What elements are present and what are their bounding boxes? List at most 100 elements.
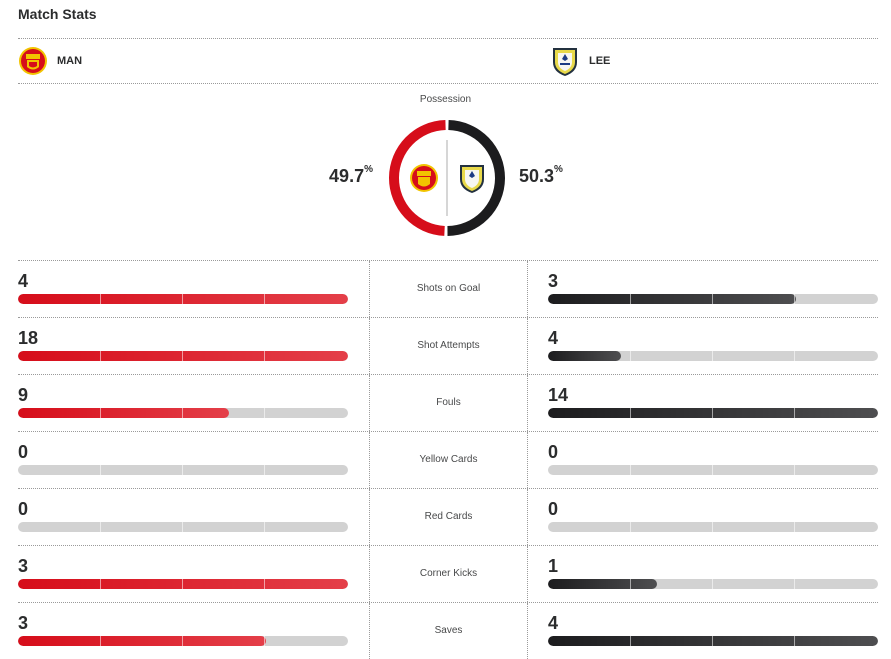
stat-label-cell: Red Cards — [369, 489, 528, 545]
bar-segment-divider — [100, 294, 101, 304]
stat-label: Yellow Cards — [419, 454, 478, 465]
bar-segment-divider — [794, 579, 795, 589]
stat-row: 9 Fouls 14 — [18, 374, 878, 431]
away-stat-fill — [548, 351, 621, 361]
bar-segment-divider — [182, 351, 183, 361]
bar-segment-divider — [264, 579, 265, 589]
page-title: Match Stats — [18, 6, 97, 22]
stat-label-cell: Yellow Cards — [369, 432, 528, 488]
away-team[interactable]: LEE — [550, 45, 610, 77]
stat-label: Shots on Goal — [416, 283, 481, 294]
away-stat-bar — [548, 294, 878, 304]
home-stat-value: 18 — [18, 328, 39, 348]
away-stat-bar — [548, 522, 878, 532]
stat-row: 3 Corner Kicks 1 — [18, 545, 878, 602]
stat-row: 0 Yellow Cards 0 — [18, 431, 878, 488]
bar-segment-divider — [712, 294, 713, 304]
away-stat-fill — [548, 408, 878, 418]
bar-segment-divider — [712, 351, 713, 361]
away-stat-value: 3 — [548, 271, 559, 291]
stat-label-cell: Corner Kicks — [369, 546, 528, 602]
away-stat-value: 4 — [548, 328, 559, 348]
home-stat-value: 3 — [18, 613, 29, 633]
manchester-united-crest-icon — [19, 47, 47, 75]
stat-label: Shot Attempts — [417, 340, 480, 351]
home-stat-bar — [18, 522, 348, 532]
leeds-united-crest-icon — [553, 48, 577, 76]
home-team-abbr: MAN — [57, 55, 83, 67]
donut-home-crest-icon — [410, 164, 438, 192]
home-stat-value: 4 — [18, 271, 29, 291]
home-possession: 49.7% — [329, 164, 373, 187]
home-stat-value: 3 — [18, 556, 29, 576]
away-stat-fill — [548, 294, 796, 304]
home-stat-fill — [18, 351, 348, 361]
stat-label: Fouls — [436, 397, 461, 408]
bar-segment-divider — [794, 465, 795, 475]
bar-segment-divider — [100, 351, 101, 361]
bar-segment-divider — [712, 522, 713, 532]
away-stat-value: 0 — [548, 442, 559, 462]
home-stat-fill — [18, 408, 230, 418]
away-stat-bar — [548, 465, 878, 475]
bar-segment-divider — [712, 465, 713, 475]
away-stat-bar — [548, 408, 878, 418]
home-stat-bar — [18, 408, 348, 418]
bar-segment-divider — [100, 579, 101, 589]
possession-donut — [388, 120, 505, 236]
away-team-abbr: LEE — [589, 55, 611, 67]
stat-row: 4 Shots on Goal 3 — [18, 260, 878, 317]
home-team[interactable]: MAN — [18, 45, 82, 77]
stat-label-cell: Saves — [369, 603, 528, 659]
stat-label-cell: Shot Attempts — [369, 318, 528, 374]
home-stat-bar — [18, 465, 348, 475]
bar-segment-divider — [794, 351, 795, 361]
stat-row: 18 Shot Attempts 4 — [18, 317, 878, 374]
bar-segment-divider — [630, 351, 631, 361]
bar-segment-divider — [182, 522, 183, 532]
bar-segment-divider — [182, 636, 183, 646]
home-stat-bar — [18, 351, 348, 361]
bar-segment-divider — [100, 465, 101, 475]
away-stat-bar — [548, 636, 878, 646]
bar-segment-divider — [630, 294, 631, 304]
home-stat-bar — [18, 579, 348, 589]
away-possession-arc — [447, 120, 505, 236]
home-stat-fill — [18, 294, 348, 304]
bar-segment-divider — [264, 636, 265, 646]
bar-segment-divider — [630, 522, 631, 532]
stat-label: Red Cards — [424, 511, 473, 522]
bar-segment-divider — [182, 408, 183, 418]
home-stat-value: 9 — [18, 385, 29, 405]
home-possession-value: 49.7 — [329, 166, 365, 186]
bar-segment-divider — [794, 636, 795, 646]
stat-label-cell: Fouls — [369, 375, 528, 431]
bar-segment-divider — [264, 408, 265, 418]
bar-segment-divider — [264, 522, 265, 532]
team-header: MAN LEE — [18, 38, 878, 84]
home-possession-unit: % — [364, 164, 373, 175]
bar-segment-divider — [182, 465, 183, 475]
possession-label: Possession — [419, 94, 472, 105]
home-stat-fill — [18, 579, 348, 589]
home-stat-bar — [18, 294, 348, 304]
bar-segment-divider — [630, 408, 631, 418]
bar-segment-divider — [182, 579, 183, 589]
away-stat-value: 0 — [548, 499, 559, 519]
home-stat-bar — [18, 636, 348, 646]
home-stat-fill — [18, 636, 266, 646]
away-possession-value: 50.3 — [519, 166, 555, 186]
stat-label: Saves — [434, 625, 463, 636]
bar-segment-divider — [630, 579, 631, 589]
bar-segment-divider — [712, 636, 713, 646]
bar-segment-divider — [712, 408, 713, 418]
away-stat-value: 14 — [548, 385, 569, 405]
bar-segment-divider — [712, 579, 713, 589]
bar-segment-divider — [100, 636, 101, 646]
bar-segment-divider — [264, 294, 265, 304]
stat-row: 0 Red Cards 0 — [18, 488, 878, 545]
bar-segment-divider — [264, 351, 265, 361]
bar-segment-divider — [182, 294, 183, 304]
home-possession-arc — [388, 120, 446, 236]
bar-segment-divider — [630, 636, 631, 646]
